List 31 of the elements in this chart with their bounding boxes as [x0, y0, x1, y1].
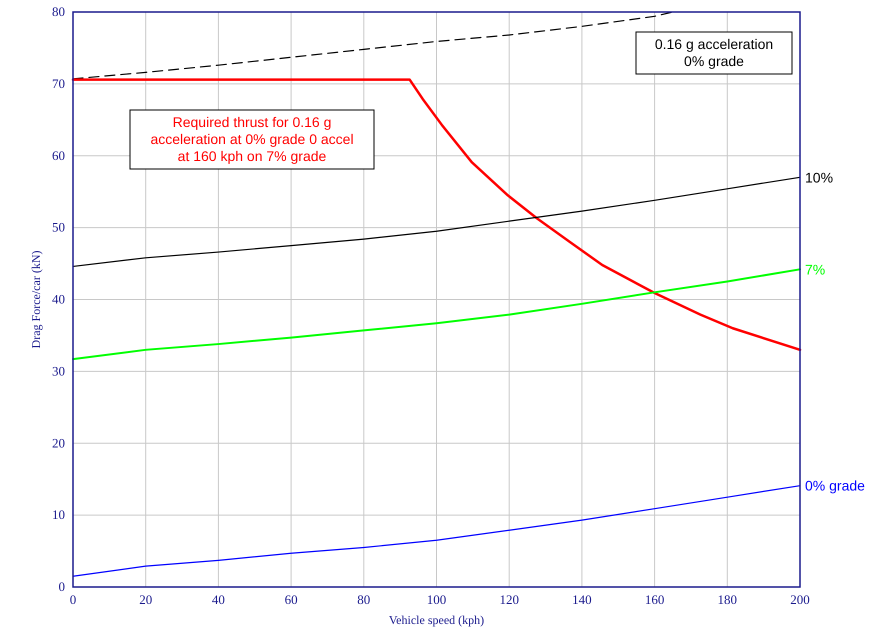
series-label: 0.16 g acceleration 0% grade: [654, 36, 774, 69]
x-tick-label: 60: [284, 592, 298, 607]
text: Required thrust for 0.16 g acceleration at 0% grade 0 accel at 160 kph on 7% grade: [150, 114, 354, 164]
y-tick-label: 40: [52, 292, 65, 306]
y-tick-label: 30: [52, 363, 65, 378]
y-tick-label: 70: [52, 76, 65, 91]
x-tick-label: 200: [790, 592, 810, 607]
y-tick-label: 10: [52, 507, 65, 522]
x-tick-label: 160: [644, 592, 664, 607]
x-tick-label: 40: [212, 592, 225, 607]
x-axis-title: Vehicle speed (kph): [388, 613, 484, 627]
x-tick-label: 20: [139, 592, 152, 607]
series-label: 7%: [805, 261, 826, 278]
series-label: 10%: [805, 169, 834, 186]
y-tick-label: 50: [52, 220, 65, 235]
series-label: 0% grade: [805, 478, 866, 494]
y-tick-label: 20: [52, 435, 65, 450]
x-tick-label: 0: [70, 592, 76, 607]
line-series: [72, 485, 801, 577]
line-series: [72, 78, 802, 352]
x-tick-label: 140: [572, 592, 592, 607]
line-series: [72, 268, 801, 360]
y-tick-label: 60: [52, 148, 65, 163]
x-tick-label: 80: [357, 592, 370, 607]
line-series: [72, 176, 801, 268]
y-axis-title: Drag Force/car (kN): [29, 250, 43, 348]
x-tick-label: 120: [499, 592, 519, 607]
y-tick-label: 80: [52, 4, 65, 19]
x-tick-label: 180: [718, 592, 738, 607]
x-tick-label: 100: [426, 592, 446, 607]
y-tick-label: 0: [58, 579, 65, 594]
